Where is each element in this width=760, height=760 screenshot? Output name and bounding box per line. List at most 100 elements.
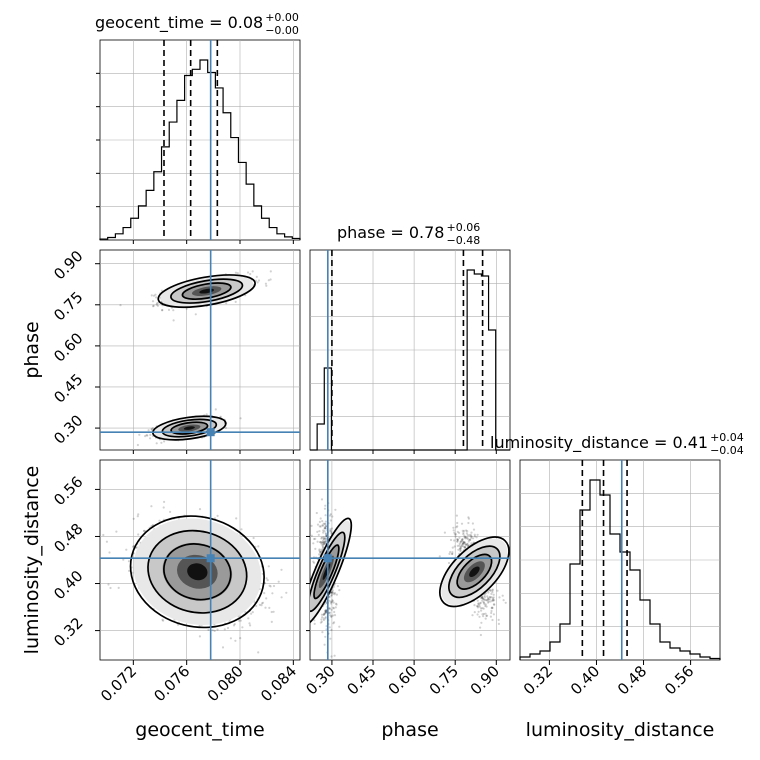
sample-point bbox=[318, 553, 321, 556]
sample-point bbox=[324, 612, 327, 615]
sample-point bbox=[132, 545, 135, 548]
sample-point bbox=[162, 619, 165, 622]
sample-point bbox=[318, 548, 321, 551]
contour-line bbox=[170, 278, 244, 304]
sample-point bbox=[234, 639, 237, 642]
sample-point bbox=[481, 613, 484, 616]
sample-point bbox=[251, 270, 254, 273]
sample-point bbox=[322, 537, 326, 540]
sample-point bbox=[149, 437, 152, 440]
sample-point bbox=[172, 309, 175, 312]
sample-point bbox=[457, 548, 460, 551]
sample-point bbox=[463, 529, 466, 533]
sample-point bbox=[328, 596, 331, 599]
sample-point bbox=[239, 637, 242, 640]
y-tick-label: 0.56 bbox=[50, 473, 86, 509]
sample-point bbox=[269, 278, 272, 281]
x-tick-label: 0.084 bbox=[257, 662, 300, 705]
sample-point bbox=[321, 524, 324, 527]
sample-point bbox=[497, 622, 500, 626]
sample-point bbox=[198, 508, 202, 511]
sample-point bbox=[321, 616, 324, 619]
sample-point bbox=[466, 537, 469, 540]
sample-point bbox=[497, 618, 500, 622]
sample-point bbox=[223, 628, 226, 631]
sample-point bbox=[324, 611, 327, 614]
sample-point bbox=[455, 514, 458, 517]
truth-marker bbox=[206, 428, 215, 437]
sample-point bbox=[213, 629, 216, 633]
sample-point bbox=[469, 538, 472, 541]
sample-point bbox=[479, 607, 483, 610]
sample-point bbox=[314, 537, 317, 541]
sample-point bbox=[493, 599, 496, 602]
sample-point bbox=[158, 519, 161, 522]
sample-point bbox=[458, 536, 461, 540]
sample-point bbox=[330, 594, 333, 597]
sample-point bbox=[323, 527, 326, 530]
sample-point bbox=[458, 531, 461, 535]
sample-point bbox=[482, 615, 485, 618]
sample-point bbox=[338, 589, 341, 592]
sample-point bbox=[331, 515, 334, 518]
sample-point bbox=[322, 613, 326, 616]
sample-point bbox=[463, 536, 466, 539]
sample-point bbox=[473, 611, 476, 614]
sample-point bbox=[330, 608, 333, 611]
sample-point bbox=[150, 505, 153, 508]
sample-point bbox=[232, 624, 236, 627]
sample-point bbox=[324, 514, 327, 517]
sample-point bbox=[324, 617, 327, 620]
sample-point bbox=[310, 524, 313, 528]
sample-point bbox=[322, 529, 325, 532]
sample-point bbox=[488, 596, 491, 599]
sample-point bbox=[320, 541, 323, 544]
sample-point bbox=[331, 599, 334, 602]
sample-point bbox=[313, 561, 316, 564]
sample-point bbox=[325, 608, 328, 612]
sample-point bbox=[456, 540, 459, 543]
sample-point bbox=[323, 542, 326, 545]
sample-point bbox=[321, 546, 325, 549]
sample-point bbox=[207, 628, 210, 632]
sample-point bbox=[483, 594, 486, 598]
sample-point bbox=[330, 593, 333, 597]
sample-point bbox=[265, 597, 268, 600]
sample-point bbox=[250, 612, 253, 615]
sample-point bbox=[107, 583, 110, 586]
sample-point bbox=[163, 440, 166, 443]
sample-point bbox=[460, 543, 464, 546]
sample-point bbox=[332, 607, 335, 610]
sample-point bbox=[221, 646, 225, 649]
sample-point bbox=[323, 526, 326, 529]
sample-point bbox=[324, 540, 327, 543]
sample-point bbox=[473, 533, 476, 536]
sample-point bbox=[322, 617, 325, 620]
sample-point bbox=[460, 545, 463, 548]
sample-point bbox=[478, 605, 481, 608]
sample-point bbox=[267, 279, 270, 282]
sample-point bbox=[322, 543, 325, 546]
sample-point bbox=[324, 527, 327, 530]
sample-point bbox=[151, 427, 154, 430]
sample-point bbox=[484, 612, 487, 615]
sample-point bbox=[137, 513, 140, 516]
contour-line bbox=[147, 529, 248, 614]
sample-point bbox=[484, 603, 487, 606]
sample-point bbox=[132, 517, 135, 520]
sample-point bbox=[456, 521, 459, 525]
sample-point bbox=[468, 534, 471, 537]
sample-point bbox=[321, 540, 324, 544]
sample-point bbox=[324, 535, 328, 538]
sample-point bbox=[322, 541, 325, 544]
sample-point bbox=[226, 626, 230, 630]
contour-line bbox=[163, 543, 232, 601]
sample-point bbox=[329, 529, 333, 532]
sample-point bbox=[459, 541, 462, 544]
sample-point bbox=[216, 628, 219, 631]
sample-point bbox=[136, 443, 139, 447]
sample-point bbox=[265, 577, 268, 580]
sample-point bbox=[313, 537, 316, 541]
sample-point bbox=[143, 529, 146, 532]
contour-line bbox=[152, 415, 227, 441]
